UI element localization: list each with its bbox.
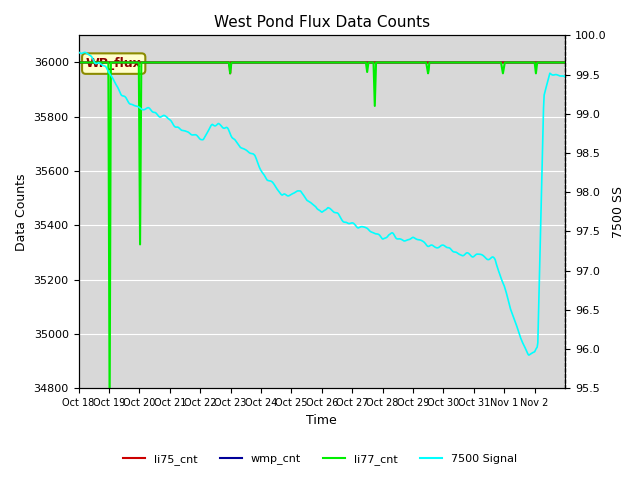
Y-axis label: 7500 SS: 7500 SS (612, 186, 625, 238)
X-axis label: Time: Time (307, 414, 337, 427)
Y-axis label: Data Counts: Data Counts (15, 173, 28, 251)
Text: WP_flux: WP_flux (86, 57, 141, 70)
Title: West Pond Flux Data Counts: West Pond Flux Data Counts (214, 15, 430, 30)
Legend: li75_cnt, wmp_cnt, li77_cnt, 7500 Signal: li75_cnt, wmp_cnt, li77_cnt, 7500 Signal (118, 450, 522, 469)
